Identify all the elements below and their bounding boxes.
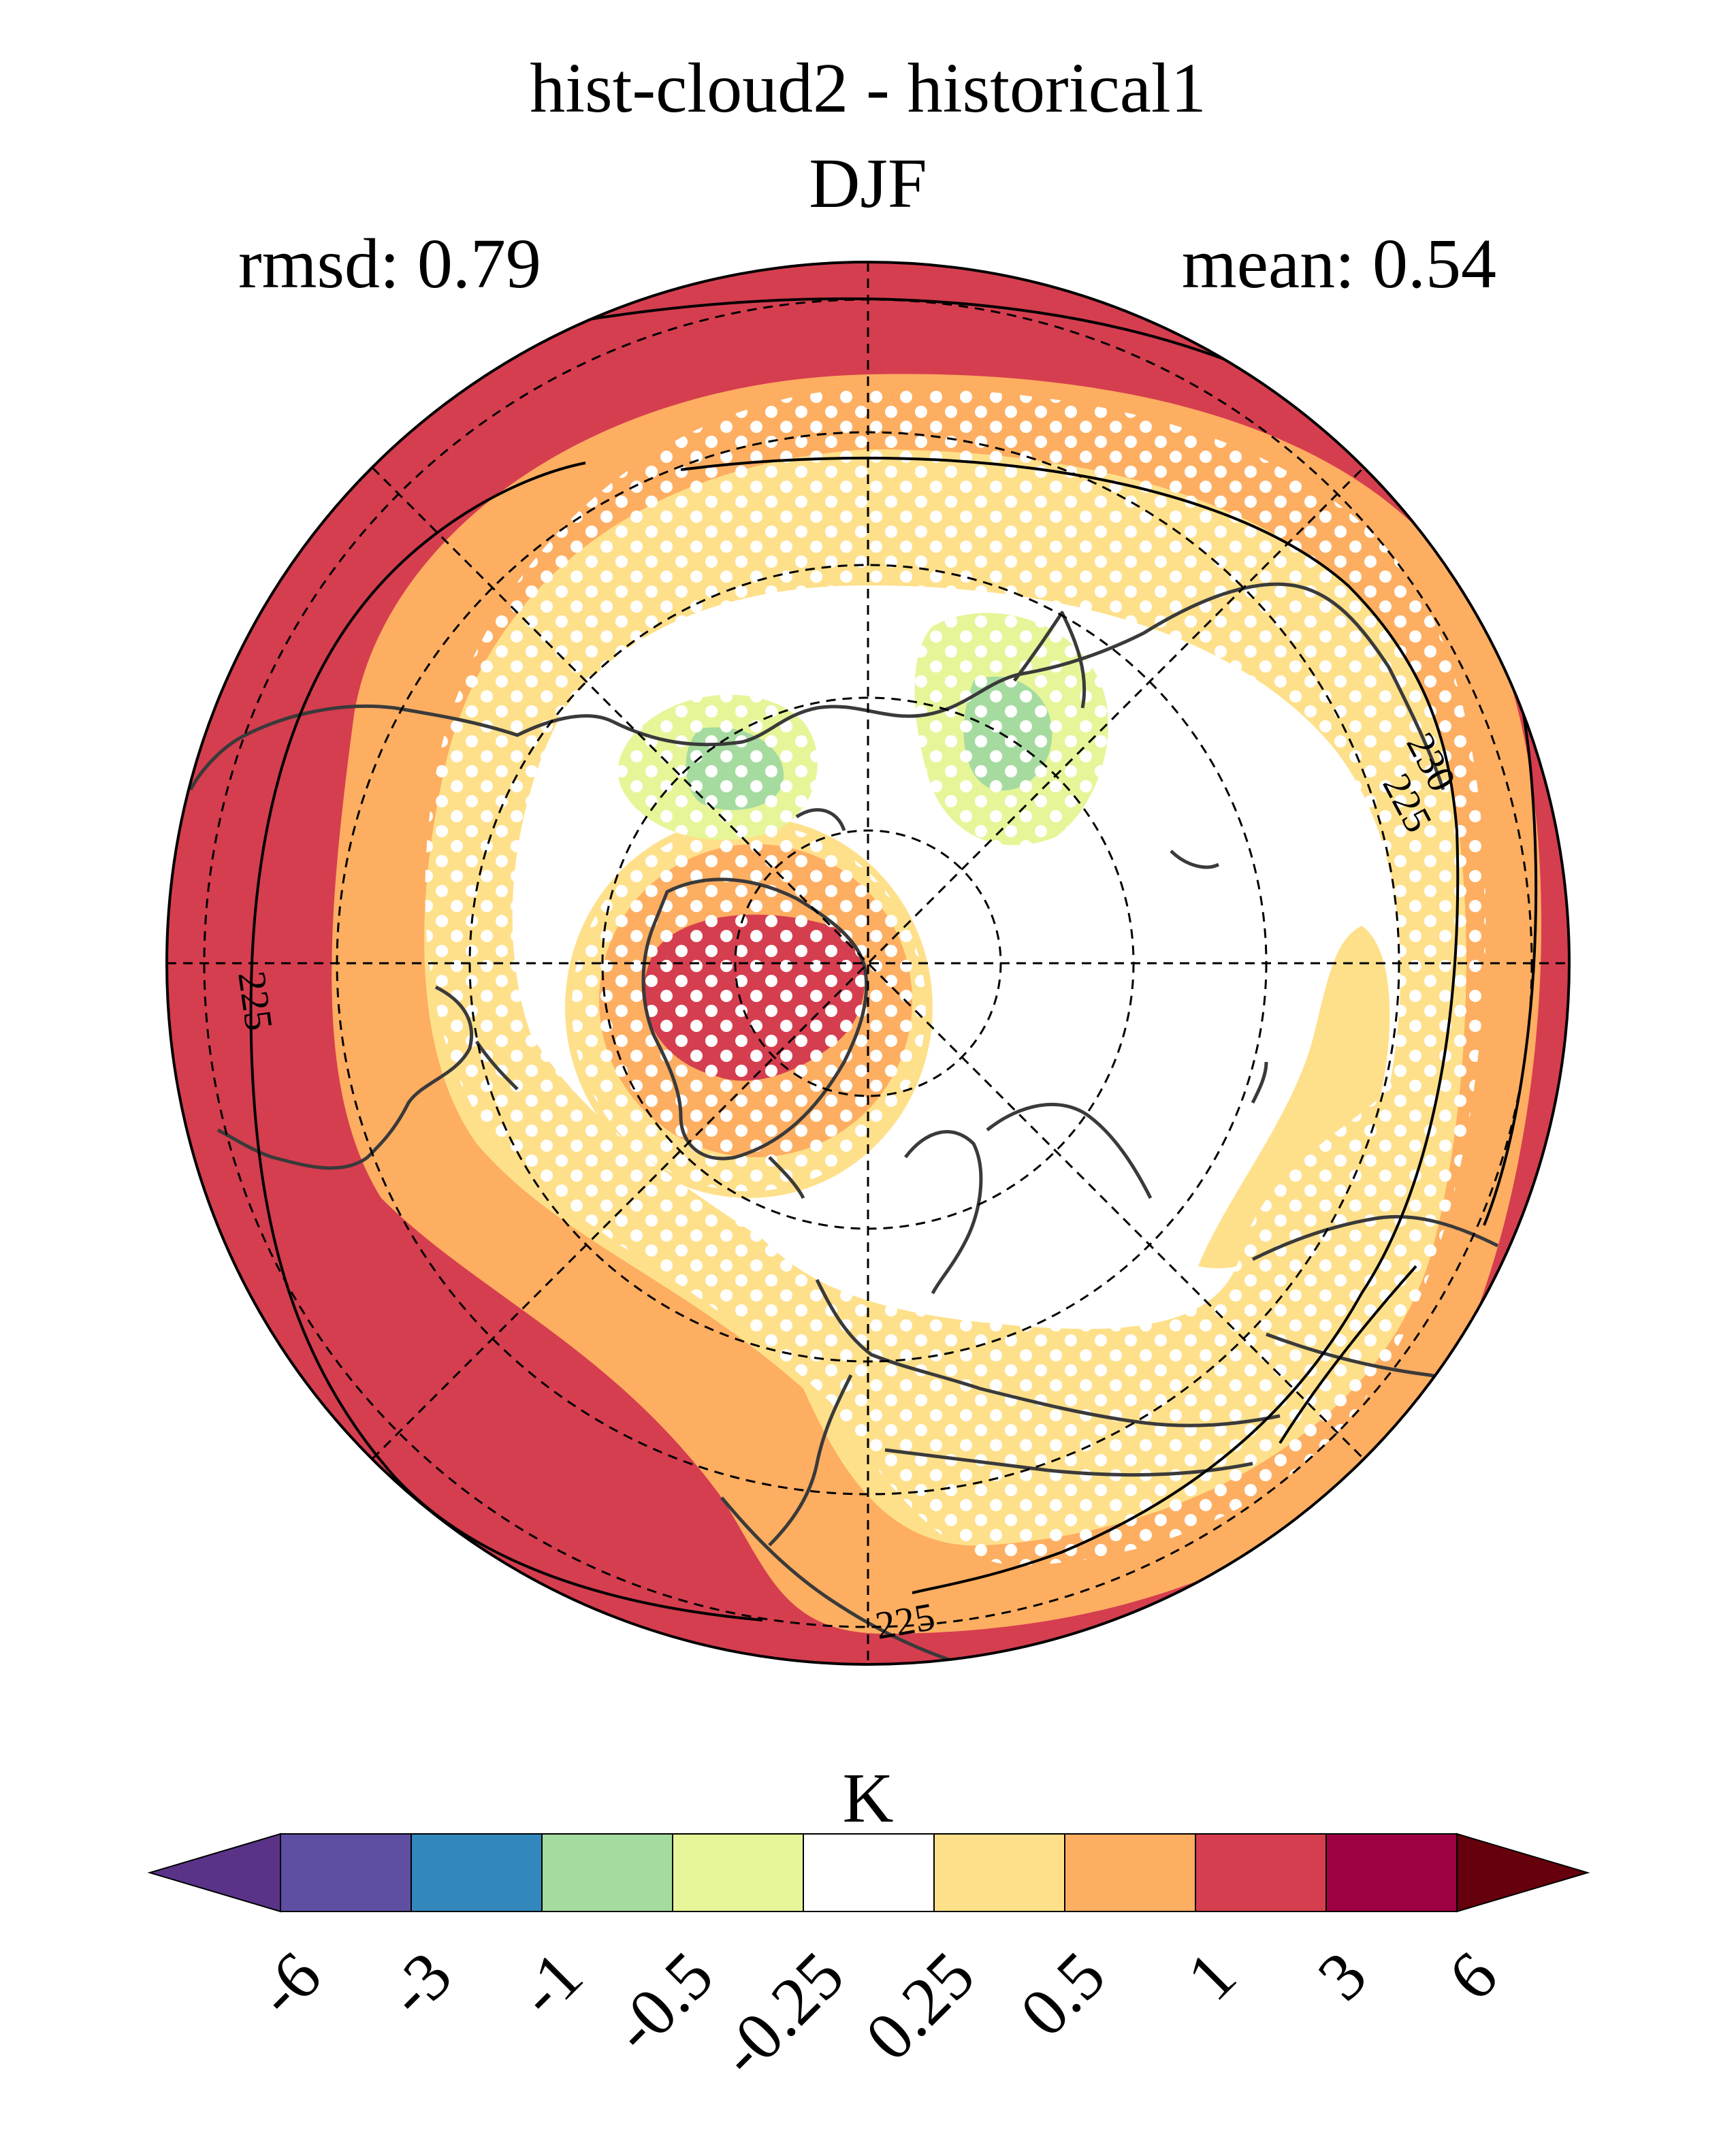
mean-label: mean: 0.54 — [1181, 225, 1496, 303]
significance-stippling — [425, 387, 1486, 1566]
colorbar-bin — [1064, 1833, 1196, 1912]
graticule — [167, 262, 1569, 1664]
contour-label: 225 — [229, 969, 281, 1033]
colorbar-over-triangle — [1456, 1833, 1590, 1913]
significance-stippling — [914, 613, 1108, 845]
map-boundary — [165, 261, 1571, 1666]
colorbar-bin — [803, 1833, 935, 1912]
rmsd-label: rmsd: 0.79 — [238, 225, 541, 303]
colorbar-under-triangle — [147, 1833, 281, 1913]
colorbar-bin — [1325, 1833, 1458, 1912]
colorbar-bin — [672, 1833, 804, 1912]
colorbar-unit: K — [842, 1759, 894, 1837]
polar-map: 230 225 225 225 — [165, 261, 1571, 1666]
colorbar-bin — [541, 1833, 673, 1912]
season-label: DJF — [809, 144, 927, 223]
coastlines — [189, 582, 1513, 1663]
colorbar-bin — [411, 1833, 543, 1912]
colorbar-bin — [280, 1833, 412, 1912]
significance-stippling — [572, 824, 926, 1191]
colorbar-bin — [933, 1833, 1065, 1912]
contour-label: 225 — [872, 1594, 938, 1648]
map-title: hist-cloud2 - historical1 — [530, 49, 1206, 127]
colorbar-bin — [1195, 1833, 1327, 1912]
